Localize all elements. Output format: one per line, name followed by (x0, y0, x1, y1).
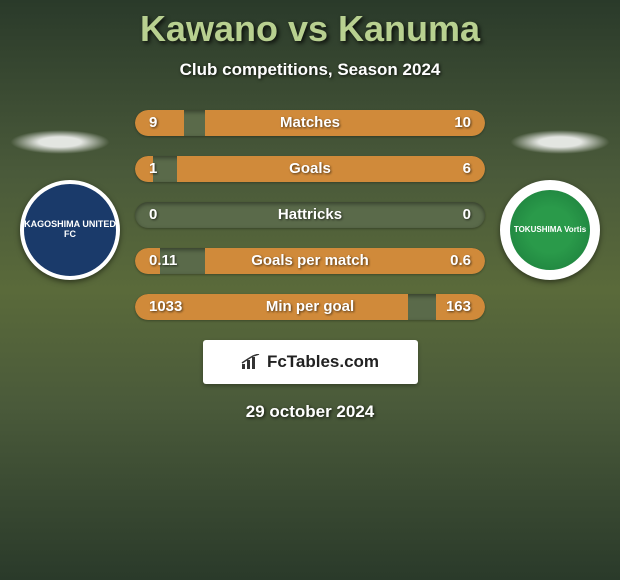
comparison-area: KAGOSHIMA UNITED FC TOKUSHIMA Vortis 910… (0, 110, 620, 320)
chart-icon (241, 354, 261, 370)
date-text: 29 october 2024 (0, 402, 620, 422)
subtitle: Club competitions, Season 2024 (0, 60, 620, 80)
stat-label: Matches (135, 110, 485, 136)
page-title: Kawano vs Kanuma (0, 0, 620, 50)
club-logo-left: KAGOSHIMA UNITED FC (20, 180, 120, 280)
club-logo-right: TOKUSHIMA Vortis (500, 180, 600, 280)
stat-label: Hattricks (135, 202, 485, 228)
stat-bar: 0.110.6Goals per match (135, 248, 485, 274)
branding-badge: FcTables.com (203, 340, 418, 384)
stat-bar: 16Goals (135, 156, 485, 182)
player-shadow-left (10, 130, 110, 154)
stat-label: Min per goal (135, 294, 485, 320)
club-badge-right: TOKUSHIMA Vortis (500, 180, 600, 280)
club-badge-inner-right: TOKUSHIMA Vortis (510, 190, 590, 270)
player-shadow-right (510, 130, 610, 154)
stats-bars: 910Matches 16Goals 00Hattricks 0.110.6Goals… (135, 110, 485, 320)
club-name-right: TOKUSHIMA Vortis (514, 226, 586, 235)
branding-text: FcTables.com (267, 352, 379, 372)
stat-label: Goals per match (135, 248, 485, 274)
stat-bar: 910Matches (135, 110, 485, 136)
stat-bar: 00Hattricks (135, 202, 485, 228)
stat-bar: 1033163Min per goal (135, 294, 485, 320)
stat-label: Goals (135, 156, 485, 182)
club-badge-left: KAGOSHIMA UNITED FC (20, 180, 120, 280)
club-name-left: KAGOSHIMA UNITED FC (24, 220, 116, 240)
